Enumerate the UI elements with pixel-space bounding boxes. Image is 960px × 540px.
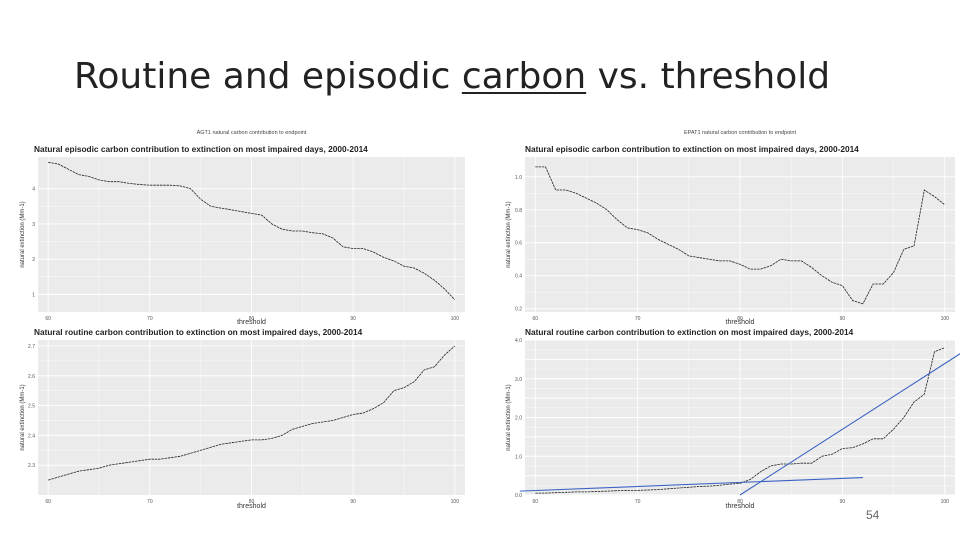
y-tick-label: 3 xyxy=(32,222,35,228)
x-axis-label: threshold xyxy=(237,319,266,326)
overlay-trend-line xyxy=(519,477,863,492)
x-tick-label: 100 xyxy=(451,316,460,322)
y-tick-label: 0.2 xyxy=(515,307,522,313)
y-tick-label: 0.8 xyxy=(515,208,522,214)
page-number: 54 xyxy=(866,508,880,522)
y-tick-label: 2.0 xyxy=(515,416,522,422)
x-tick-label: 60 xyxy=(532,316,538,322)
x-tick-label: 70 xyxy=(635,316,641,322)
x-tick-label: 100 xyxy=(941,316,950,322)
data-series-line xyxy=(535,347,945,494)
x-tick-label: 90 xyxy=(840,316,846,322)
x-tick-label: 90 xyxy=(350,499,356,505)
chart-title: Natural episodic carbon contribution to … xyxy=(34,144,368,154)
chart-title: Natural routine carbon contribution to e… xyxy=(34,327,363,337)
chart-title: Natural episodic carbon contribution to … xyxy=(525,144,859,154)
y-axis-label: natural extinction (Mm-1) xyxy=(20,384,26,450)
x-tick-label: 70 xyxy=(635,499,641,505)
y-tick-label: 1.0 xyxy=(515,454,522,460)
y-tick-label: 0.0 xyxy=(515,493,522,499)
x-axis-label: threshold xyxy=(237,503,266,510)
x-tick-label: 90 xyxy=(840,499,846,505)
x-tick-label: 80 xyxy=(249,316,255,322)
x-tick-label: 80 xyxy=(737,499,743,505)
y-tick-label: 0.4 xyxy=(515,274,522,280)
y-tick-label: 1.0 xyxy=(515,175,522,181)
y-tick-label: 3.0 xyxy=(515,377,522,383)
x-tick-label: 60 xyxy=(532,499,538,505)
x-tick-label: 80 xyxy=(737,316,743,322)
x-tick-label: 60 xyxy=(45,499,51,505)
x-tick-label: 100 xyxy=(941,499,950,505)
y-tick-label: 2.3 xyxy=(28,463,35,469)
overlay-trend-line xyxy=(739,353,960,496)
y-tick-label: 0.6 xyxy=(515,241,522,247)
data-series-line xyxy=(48,345,456,481)
x-tick-label: 90 xyxy=(350,316,356,322)
y-tick-label: 2.4 xyxy=(28,433,35,439)
slide-title-underlined-word: carbon xyxy=(461,56,587,97)
data-series-line xyxy=(535,166,946,305)
x-tick-label: 70 xyxy=(147,499,153,505)
x-tick-label: 80 xyxy=(249,499,255,505)
data-series-line xyxy=(48,161,456,300)
chart-panel-3: 60 70 80 90 100 2.3 2.4 2.5 2.6 2.7 Natural routin… xyxy=(20,327,465,510)
y-tick-label: 2 xyxy=(32,257,35,263)
slide-title: Routine and episodic carbon vs. threshol… xyxy=(74,56,830,97)
chart-title: Natural routine carbon contribution to e… xyxy=(525,327,854,337)
x-tick-label: 60 xyxy=(45,316,51,322)
chart-panel-1: 60 70 80 90 100 1 2 3 4 AGT1 natural carbon contr… xyxy=(20,130,465,326)
y-tick-label: 4 xyxy=(32,187,35,193)
x-axis-label: threshold xyxy=(726,503,755,510)
y-tick-label: 2.5 xyxy=(28,404,35,410)
y-axis-label: natural extinction (Mm-1) xyxy=(506,201,512,267)
y-tick-label: 1 xyxy=(32,292,35,298)
slide-title-part2: vs. threshold xyxy=(586,56,831,97)
chart-header: AGT1 natural carbon contribution to endp… xyxy=(197,130,307,136)
y-tick-label: 2.6 xyxy=(28,374,35,380)
x-tick-label: 100 xyxy=(451,499,460,505)
y-tick-label: 4.0 xyxy=(515,338,522,344)
y-axis-label: natural extinction (Mm-1) xyxy=(20,201,26,267)
y-axis-label: natural extinction (Mm-1) xyxy=(506,384,512,450)
y-tick-label: 2.7 xyxy=(28,344,35,350)
chart-panel-2: 60 70 80 90 100 0.2 0.4 0.6 0.8 1.0 EPAT1 natural … xyxy=(506,130,955,326)
slide-title-part1: Routine and episodic xyxy=(74,56,462,97)
chart-header: EPAT1 natural carbon contribution to end… xyxy=(684,130,796,136)
x-tick-label: 70 xyxy=(147,316,153,322)
x-axis-label: threshold xyxy=(726,319,755,326)
